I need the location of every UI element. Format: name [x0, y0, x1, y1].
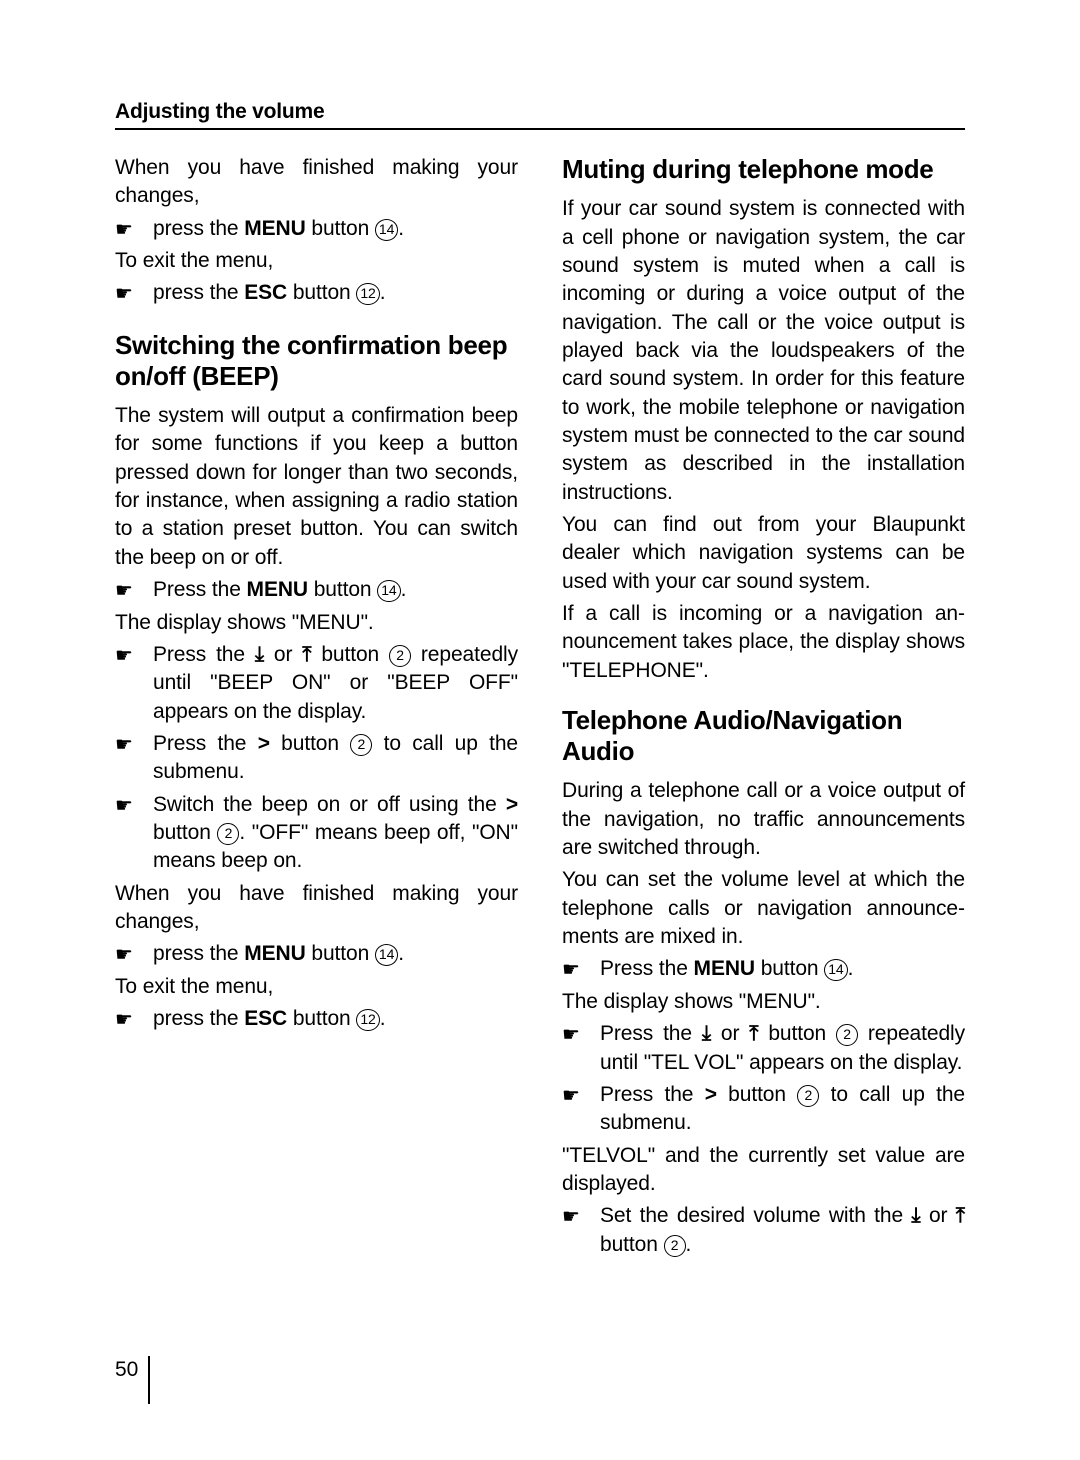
left-heading-beep: Switching the confirmation beep on/off (… — [115, 330, 518, 392]
left-step-esc: ☛ press the ESC button 12. — [115, 279, 518, 307]
t: Press the — [153, 578, 247, 601]
right-column: Muting during telephone mode If your car… — [562, 154, 965, 1263]
right-step1: ☛ Press the MENU button 14. — [562, 955, 965, 983]
page-footer: 50 — [115, 1358, 150, 1404]
left-step-menu: ☛ press the MENU button 14. — [115, 215, 518, 243]
menu-label: MENU — [247, 578, 308, 601]
t: or — [921, 1204, 956, 1227]
hand-icon: ☛ — [115, 578, 133, 605]
t: button — [600, 1233, 664, 1256]
right-para2: You can find out from your Blaupunkt dea… — [562, 511, 965, 596]
menu-label: MENU — [694, 957, 755, 980]
t: button — [287, 1007, 356, 1030]
hand-icon: ☛ — [115, 1007, 133, 1034]
right-heading-audio: Telephone Audio/Navigation Audio — [562, 705, 965, 767]
left-para-beep: The system will output a confirmation be… — [115, 402, 518, 572]
button-ref-2: 2 — [664, 1235, 686, 1257]
t: press the — [153, 281, 244, 304]
t: or — [264, 643, 302, 666]
t: Press the — [600, 1083, 705, 1106]
right-para3: If a call is incoming or a navigation an… — [562, 600, 965, 685]
right-para6: "TELVOL" and the currently set value are… — [562, 1142, 965, 1199]
left-exit-intro: To exit the menu, — [115, 247, 518, 275]
left-step2: ☛ Press the ⤓ or ⤒ button 2 repeatedly u… — [115, 641, 518, 726]
hand-icon: ☛ — [562, 1204, 580, 1231]
esc-label: ESC — [244, 1007, 287, 1030]
button-ref-14: 14 — [375, 944, 398, 966]
t: button — [306, 942, 375, 965]
button-ref-12: 12 — [356, 1009, 379, 1031]
right-display-menu: The display shows "MENU". — [562, 988, 965, 1016]
up-arrow-icon: ⤒ — [956, 1204, 965, 1227]
t: press the — [153, 217, 244, 240]
left-intro: When you have finished making your chang… — [115, 154, 518, 211]
menu-label: MENU — [244, 217, 305, 240]
t: button — [755, 957, 824, 980]
right-para4: During a telephone call or a voice outpu… — [562, 777, 965, 862]
t: press the — [153, 942, 244, 965]
t: Press the — [153, 643, 255, 666]
t: Switch the beep on or off using the — [153, 793, 506, 816]
button-ref-2: 2 — [797, 1085, 819, 1107]
right-heading-muting: Muting during telephone mode — [562, 154, 965, 185]
down-arrow-icon: ⤓ — [702, 1022, 711, 1045]
button-ref-12: 12 — [356, 283, 379, 305]
button-ref-14: 14 — [375, 219, 398, 241]
page-rule — [148, 1356, 150, 1404]
t: button — [717, 1083, 797, 1106]
t: button — [308, 578, 377, 601]
page-number: 50 — [115, 1358, 148, 1382]
left-display-menu: The display shows "MENU". — [115, 609, 518, 637]
left-step-menu2: ☛ press the MENU button 14. — [115, 940, 518, 968]
hand-icon: ☛ — [115, 217, 133, 244]
t: button — [758, 1022, 836, 1045]
hand-icon: ☛ — [562, 1083, 580, 1110]
left-exit-intro2: To exit the menu, — [115, 973, 518, 1001]
button-ref-2: 2 — [350, 734, 372, 756]
right-step2: ☛ Press the ⤓ or ⤒ button 2 repeatedly u… — [562, 1020, 965, 1077]
right-para1: If your car sound system is connected wi… — [562, 195, 965, 507]
t: button — [270, 732, 350, 755]
t: button — [153, 821, 217, 844]
t: press the — [153, 1007, 244, 1030]
t: or — [711, 1022, 749, 1045]
button-ref-2: 2 — [389, 645, 411, 667]
left-step4: ☛ Switch the beep on or off using the > … — [115, 791, 518, 876]
t: Press the — [600, 1022, 702, 1045]
left-step3: ☛ Press the > button 2 to call up the su… — [115, 730, 518, 787]
t: button — [311, 643, 389, 666]
hand-icon: ☛ — [115, 281, 133, 308]
right-para5: You can set the volume level at which th… — [562, 866, 965, 951]
button-ref-2: 2 — [217, 823, 239, 845]
hand-icon: ☛ — [115, 732, 133, 759]
button-ref-14: 14 — [377, 580, 400, 602]
t: Press the — [600, 957, 694, 980]
down-arrow-icon: ⤓ — [911, 1204, 920, 1227]
content-columns: When you have finished making your chang… — [115, 154, 965, 1263]
left-column: When you have finished making your chang… — [115, 154, 518, 1263]
right-step4: ☛ Set the desired volume with the ⤓ or ⤒… — [562, 1202, 965, 1259]
left-step-esc2: ☛ press the ESC button 12. — [115, 1005, 518, 1033]
hand-icon: ☛ — [115, 942, 133, 969]
t: Set the desired volume with the — [600, 1204, 911, 1227]
esc-label: ESC — [244, 281, 287, 304]
right-arrow-icon: > — [705, 1083, 717, 1106]
right-arrow-icon: > — [258, 732, 270, 755]
section-title: Adjusting the volume — [115, 100, 965, 130]
left-outro: When you have finished making your chang… — [115, 880, 518, 937]
button-ref-2: 2 — [836, 1024, 858, 1046]
hand-icon: ☛ — [115, 643, 133, 670]
hand-icon: ☛ — [562, 957, 580, 984]
right-arrow-icon: > — [506, 793, 518, 816]
hand-icon: ☛ — [562, 1022, 580, 1049]
t: button — [287, 281, 356, 304]
t: button — [306, 217, 375, 240]
down-arrow-icon: ⤓ — [255, 643, 264, 666]
button-ref-14: 14 — [824, 959, 847, 981]
menu-label: MENU — [244, 942, 305, 965]
right-step3: ☛ Press the > button 2 to call up the su… — [562, 1081, 965, 1138]
hand-icon: ☛ — [115, 793, 133, 820]
t: Press the — [153, 732, 258, 755]
left-step1: ☛ Press the MENU button 14. — [115, 576, 518, 604]
